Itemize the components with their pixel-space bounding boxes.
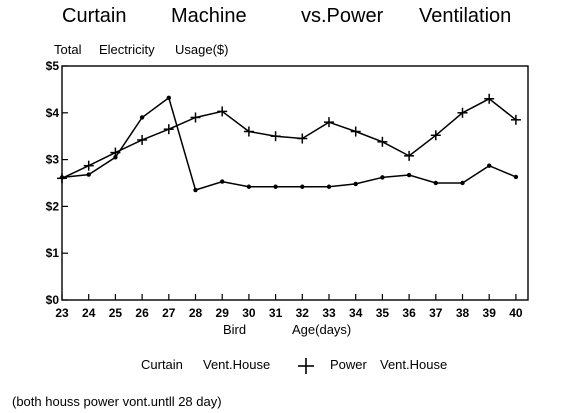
x-tick-label: 33 xyxy=(322,306,336,320)
legend-curtain-vent-house: Vent.House xyxy=(203,357,271,372)
power-point xyxy=(57,173,67,184)
curtain-point xyxy=(246,184,252,189)
power-point xyxy=(350,126,361,137)
curtain-point xyxy=(139,115,145,120)
xlabel-bird: Bird xyxy=(223,322,247,337)
y-axis-ticks: $0 $1 $2 $3 $4 $5 xyxy=(46,59,68,307)
curtain-point xyxy=(326,184,332,189)
series-markers xyxy=(57,93,521,193)
series-lines xyxy=(61,96,517,191)
x-tick-label: 39 xyxy=(483,306,497,320)
curtain-point xyxy=(406,172,412,178)
x-tick-label: 32 xyxy=(296,306,310,320)
title-word-machine: Machine xyxy=(171,5,247,27)
power-point xyxy=(404,150,415,161)
curtain-point xyxy=(433,180,438,186)
x-tick-label: 36 xyxy=(402,306,416,320)
x-tick-label: 26 xyxy=(135,306,149,320)
curtain-point xyxy=(193,187,198,193)
x-tick-label: 37 xyxy=(429,306,443,320)
power-point xyxy=(163,124,174,135)
legend-curtain-word: Curtain xyxy=(141,357,183,372)
ylabel-total: Total xyxy=(54,42,82,57)
legend-power-vent-house: Vent.House xyxy=(380,357,448,372)
series-line-power xyxy=(61,97,517,179)
ylabel-electricity: Electricity xyxy=(99,42,155,57)
x-tick-label: 23 xyxy=(55,306,69,320)
curtain-point xyxy=(300,184,305,189)
power-point xyxy=(217,106,228,117)
y-tick-label: $4 xyxy=(46,106,60,120)
power-point xyxy=(430,130,441,141)
power-point xyxy=(110,147,121,158)
power-point xyxy=(137,134,148,145)
curtain-point xyxy=(460,180,465,186)
x-tick-label: 28 xyxy=(189,306,203,320)
power-point xyxy=(243,126,254,137)
power-point xyxy=(270,131,281,142)
curtain-point xyxy=(513,174,519,180)
power-point xyxy=(324,117,334,128)
x-axis-ticks: 23 24 25 26 27 28 29 30 31 32 33 34 35 36 37 38 39 40 xyxy=(55,294,523,320)
title-word-curtain: Curtain xyxy=(62,5,127,27)
xlabel-age-days: Age(days) xyxy=(292,322,352,337)
power-point xyxy=(484,93,495,104)
x-tick-label: 35 xyxy=(376,306,390,320)
x-tick-label: 40 xyxy=(509,306,523,320)
curtain-point xyxy=(380,175,385,180)
power-point xyxy=(510,114,521,125)
ylabel-usage: Usage($) xyxy=(175,42,229,57)
footnote: (both houss power vont.untll 28 day) xyxy=(12,394,222,409)
x-tick-label: 30 xyxy=(242,306,256,320)
y-tick-label: $1 xyxy=(46,246,60,260)
curtain-point xyxy=(220,179,225,184)
y-tick-label: $5 xyxy=(46,59,60,73)
curtain-point xyxy=(273,184,278,189)
legend-power-word: Power xyxy=(330,357,367,372)
legend-power-marker xyxy=(298,358,314,374)
curtain-point xyxy=(166,95,171,101)
x-tick-label: 25 xyxy=(109,306,123,320)
curtain-point xyxy=(487,163,492,168)
power-point xyxy=(190,112,201,123)
series-line-curtain xyxy=(61,96,517,191)
x-tick-label: 24 xyxy=(82,306,96,320)
power-point xyxy=(457,107,468,118)
curtain-point xyxy=(86,172,91,177)
power-point xyxy=(83,160,94,171)
y-tick-label: $0 xyxy=(46,293,60,307)
power-point xyxy=(297,133,308,144)
x-tick-label: 38 xyxy=(456,306,470,320)
x-tick-label: 31 xyxy=(269,306,283,320)
power-point xyxy=(377,136,388,147)
y-tick-label: $2 xyxy=(46,199,60,213)
y-tick-label: $3 xyxy=(46,153,60,167)
curtain-point xyxy=(353,181,358,187)
title-word-vs-power: vs.Power xyxy=(301,5,384,27)
x-tick-label: 34 xyxy=(349,306,363,320)
x-tick-label: 27 xyxy=(162,306,176,320)
title-word-ventilation: Ventilation xyxy=(419,5,512,27)
x-tick-label: 29 xyxy=(216,306,230,320)
